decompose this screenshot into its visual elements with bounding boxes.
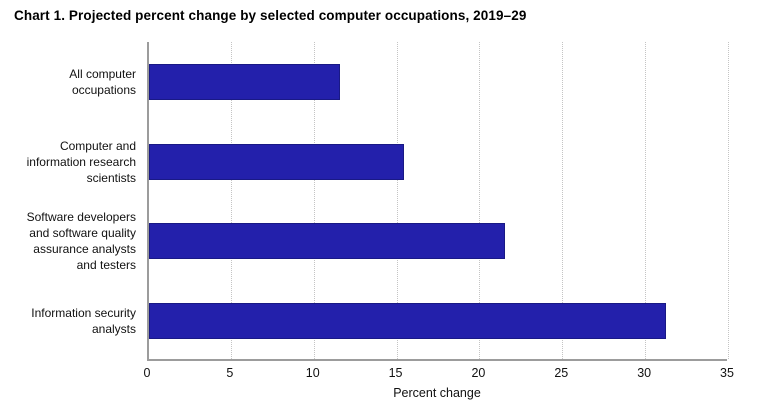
gridline-x-25: [562, 42, 564, 359]
category-label-3: Information security analysts: [31, 306, 136, 337]
x-tick-label-0: 0: [143, 366, 151, 380]
x-tick-label-5: 5: [226, 366, 234, 380]
plot-area: [147, 42, 729, 361]
bar-2: [149, 223, 506, 260]
gridline-x-30: [645, 42, 647, 359]
bar-3: [149, 303, 667, 340]
gridline-x-5: [230, 42, 232, 359]
y-axis-category-labels: All computer occupations Computer and infor…: [0, 42, 136, 361]
x-tick-label-10: 10: [305, 366, 320, 380]
category-label-2: Software developers and software quality a…: [26, 210, 136, 273]
x-axis-tick-labels: 0 5 10 15 20 25 30 35: [143, 366, 734, 382]
x-tick-label-20: 20: [471, 366, 486, 380]
category-label-1: Computer and information research scientis…: [26, 138, 136, 185]
x-tick-label-35: 35: [720, 366, 734, 380]
gridline-x-35: [728, 42, 729, 359]
gridline-x-15: [396, 42, 398, 359]
gridline-x-10: [313, 42, 315, 359]
bar-1: [149, 143, 405, 180]
x-tick-label-25: 25: [554, 366, 569, 380]
gridline-x-20: [479, 42, 481, 359]
x-tick-label-30: 30: [637, 366, 652, 380]
chart-title: Chart 1. Projected percent change by sel…: [14, 8, 527, 23]
bar-0: [149, 63, 340, 100]
x-axis-title: Percent change: [393, 386, 481, 400]
category-label-0: All computer occupations: [69, 66, 136, 97]
x-tick-label-15: 15: [388, 366, 403, 380]
